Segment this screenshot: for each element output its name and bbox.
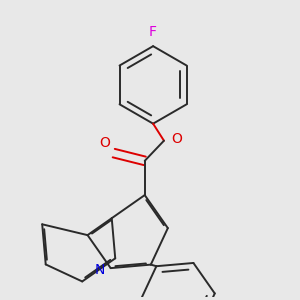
Text: O: O: [100, 136, 110, 150]
Text: F: F: [149, 26, 157, 39]
Text: O: O: [171, 132, 182, 146]
Text: N: N: [95, 263, 105, 277]
